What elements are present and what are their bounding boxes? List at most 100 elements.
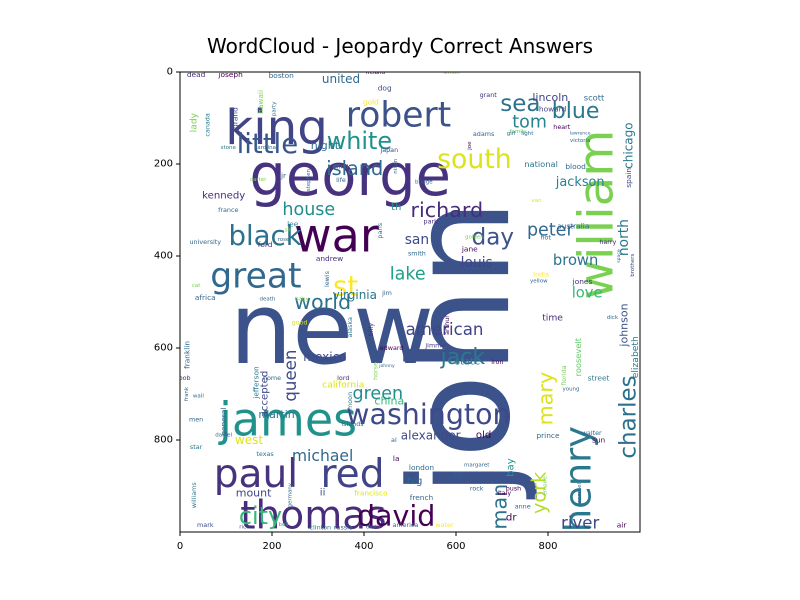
word-hawaii: hawaii <box>256 90 265 114</box>
word-wind: wind <box>333 162 348 170</box>
word-elizabeth: elizabeth <box>630 336 641 378</box>
word-iron: iron <box>491 358 503 366</box>
word-lord: lord <box>337 374 349 382</box>
word-dick: dick <box>607 315 619 321</box>
word-queen: queen <box>281 350 300 402</box>
word-street: street <box>588 373 610 382</box>
word-white: white <box>327 127 392 155</box>
word-london: london <box>409 463 434 472</box>
word-baby: baby <box>295 297 309 303</box>
word-mark: mark <box>197 521 214 529</box>
word-horse: horse <box>372 362 380 380</box>
word-air: air <box>617 521 628 530</box>
word-adams: adams <box>473 130 495 138</box>
word-germany: germany <box>287 482 293 507</box>
word-york: york <box>527 471 550 514</box>
word-louis: louis <box>461 255 493 271</box>
word-van: van <box>531 198 542 204</box>
word-north: north <box>616 219 632 256</box>
word-dead: dead <box>187 70 206 79</box>
word-ireland: ireland <box>366 70 385 76</box>
word-golden: golden <box>465 235 484 241</box>
word-old: old <box>476 430 491 441</box>
word-harry: harry <box>599 238 616 246</box>
word-bridge: bridge <box>415 179 433 185</box>
word-heart: heart <box>553 123 571 131</box>
word-united: united <box>322 72 360 86</box>
word-house: house <box>282 200 335 220</box>
word-accepted: accepted <box>260 371 271 417</box>
word-charles: charles <box>616 375 642 458</box>
word-thomas: thomas <box>240 493 386 538</box>
word-island: island <box>326 157 383 180</box>
word-jane: jane <box>461 245 478 254</box>
word-sir: sir <box>285 228 292 234</box>
word-university: university <box>189 238 221 246</box>
y-tick-label: 600 <box>154 343 173 354</box>
word-war: war <box>294 208 379 262</box>
word-scott: scott <box>584 92 605 102</box>
word-hill: hill <box>454 472 463 478</box>
word-life: life <box>336 176 346 184</box>
word-men: men <box>189 415 203 423</box>
word-joe: joe <box>467 141 473 151</box>
word-jr: jr <box>280 171 287 180</box>
word-japan: japan <box>379 146 398 154</box>
word-stephen: stephen <box>306 168 312 191</box>
word-frank: frank <box>184 386 190 401</box>
word-ii: ii <box>320 487 326 498</box>
x-tick-label: 600 <box>446 541 465 552</box>
word-san: san <box>405 232 429 248</box>
word-jones: jones <box>572 277 593 286</box>
word-henry: henry <box>556 426 599 532</box>
word-bob: bob <box>179 374 191 382</box>
word-arthur: arthur <box>443 315 451 335</box>
word-jack: jack <box>440 344 486 370</box>
word-williams: williams <box>190 482 198 508</box>
word-tom: tom <box>512 113 547 133</box>
word-lewis: lewis <box>323 270 331 287</box>
word-rock: rock <box>470 484 484 492</box>
word-city: city <box>239 502 282 530</box>
word-bell: bell <box>279 522 289 528</box>
word-al: al <box>391 436 397 444</box>
word-islands: islands <box>341 420 364 428</box>
word-robert: robert <box>346 96 451 136</box>
word-death: death <box>259 297 275 303</box>
word-red: red <box>320 452 384 497</box>
word-day: day <box>472 225 514 251</box>
word-man: man <box>488 484 512 530</box>
word-home: home <box>263 374 281 382</box>
word-roosevelt: roosevelt <box>573 337 583 376</box>
word-empire: empire <box>543 476 549 496</box>
word-young: young <box>562 386 579 392</box>
word-franklin: franklin <box>182 341 191 369</box>
word-francisco: francisco <box>354 488 388 497</box>
word-space: space <box>617 249 622 263</box>
word-black: black <box>228 219 301 252</box>
word-world: world <box>294 290 351 314</box>
word-russia: russia <box>334 523 353 531</box>
word-joseph: joseph <box>217 70 243 79</box>
word-mexico: mexico <box>303 350 346 364</box>
word-gold: gold <box>363 97 379 106</box>
word-lake: lake <box>390 264 426 284</box>
word-billy: billy <box>367 323 375 336</box>
word-simon: simon <box>443 70 460 76</box>
word-hot: hot <box>540 234 551 242</box>
word-rose: rose <box>278 237 290 243</box>
word-american: american <box>406 320 484 339</box>
word-virginia: virginia <box>333 288 377 302</box>
word-national: national <box>524 159 558 169</box>
word-spain: spain <box>624 168 633 188</box>
word-dog: dog <box>378 84 392 93</box>
word-anne: anne <box>515 503 531 511</box>
word-cat: cat <box>192 283 201 289</box>
word-nixon: nixon <box>393 158 399 173</box>
word-james: james <box>218 392 357 446</box>
word-state: state <box>455 356 481 367</box>
word-rice: rice <box>239 524 250 530</box>
word-samuel: samuel <box>577 482 583 502</box>
word-family: family <box>510 129 528 135</box>
word-france: france <box>218 206 238 214</box>
